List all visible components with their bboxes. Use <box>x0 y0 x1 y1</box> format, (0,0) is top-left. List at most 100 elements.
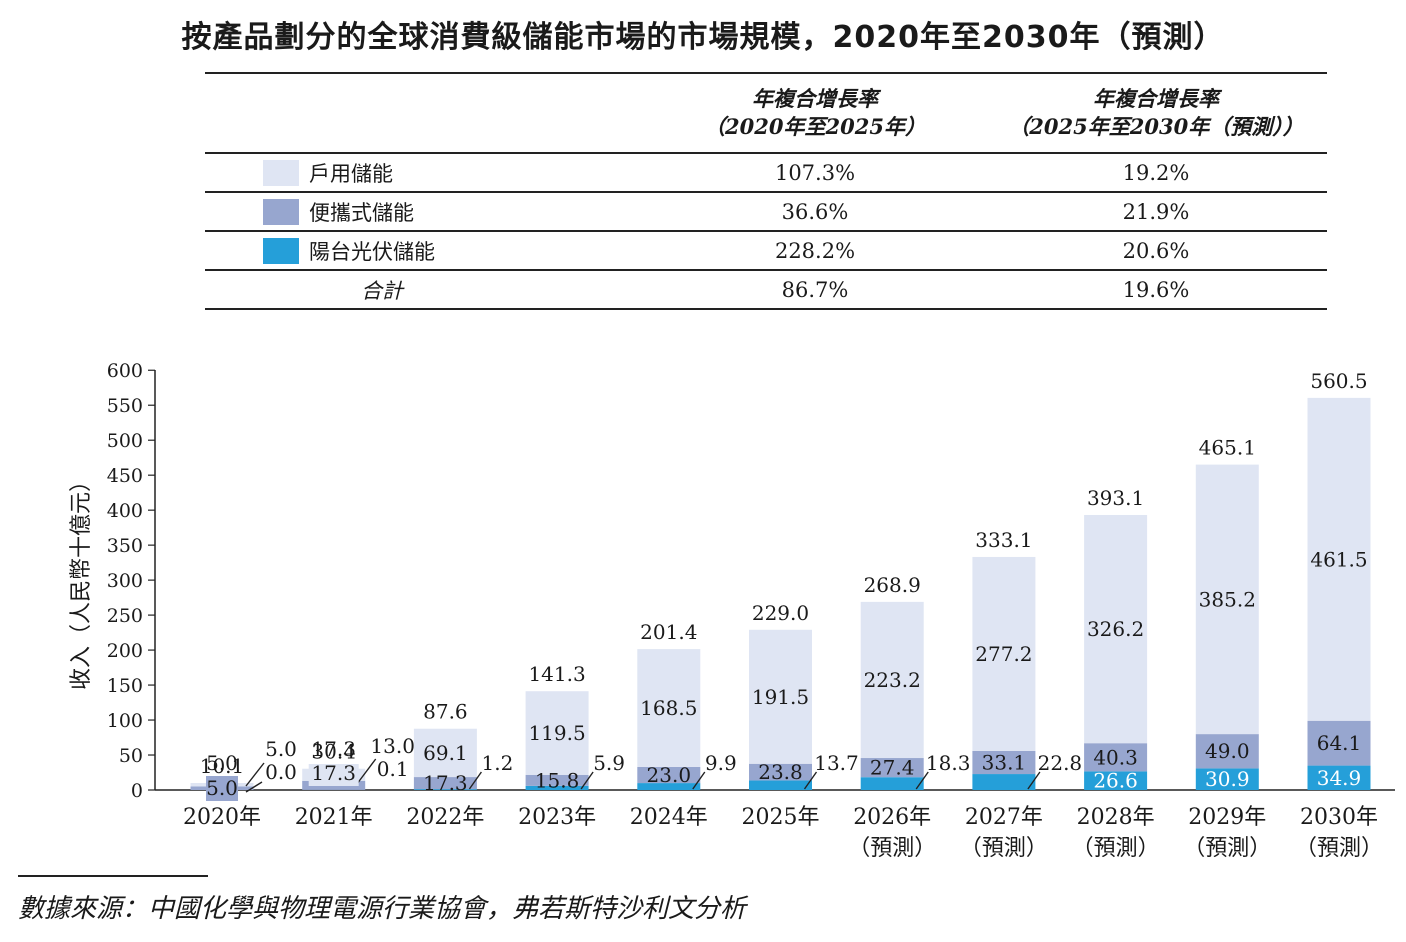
balcony-value-label: 22.8 <box>1038 751 1083 775</box>
total-label: 393.1 <box>1087 486 1144 510</box>
callout-leader <box>1027 771 1041 790</box>
chart-title: 按產品劃分的全球消費級儲能市場的市場規模，2020年至2030年（預測） <box>181 20 1225 55</box>
callout-leader <box>468 771 482 790</box>
portable-value-label: 23.8 <box>758 760 803 784</box>
x-tick-label: 2030年 <box>1300 805 1378 830</box>
total-label: 201.4 <box>640 620 697 644</box>
header-cagr-2025-2030: 年複合增長率 （2025年至2030年（預測）） <box>985 72 1327 154</box>
household-value-label: 69.1 <box>423 741 468 765</box>
bar-segment-household <box>525 691 589 775</box>
y-tick-label: 400 <box>107 500 143 522</box>
x-tick-label: （預測） <box>960 836 1048 861</box>
portable-value-label: 5.0 <box>206 776 238 800</box>
bar-segment-balcony <box>637 783 701 790</box>
y-tick-label: 450 <box>107 465 143 487</box>
portable-value-label: 33.1 <box>982 750 1027 774</box>
balcony-value-label: 5.9 <box>593 751 625 775</box>
total-label: 10.1 <box>200 754 245 778</box>
total-label-cell: 合計 <box>205 270 645 310</box>
y-tick-label: 150 <box>107 675 143 697</box>
portable-value-label: 49.0 <box>1205 739 1250 763</box>
y-tick-label: 250 <box>107 605 143 627</box>
y-tick-label: 0 <box>131 780 143 802</box>
header-line1: 年複合增長率 <box>752 86 878 111</box>
header-line2: （2020年至2025年） <box>704 114 926 139</box>
header-line1: 年複合增長率 <box>1093 86 1219 111</box>
total-label: 229.0 <box>752 601 809 625</box>
bar-segment-household <box>749 629 812 764</box>
portable-value-label: 23.0 <box>647 763 692 787</box>
x-tick-label: 2024年 <box>630 805 708 830</box>
balcony-value-label: 13.7 <box>814 751 859 775</box>
table-row: 便攜式儲能 36.6% 21.9% <box>205 192 1327 232</box>
bar-segment-balcony <box>1195 768 1259 790</box>
x-tick-label: 2029年 <box>1188 805 1266 830</box>
x-tick-label: 2027年 <box>965 805 1043 830</box>
y-tick-label: 600 <box>107 360 143 382</box>
y-tick-label: 100 <box>107 710 143 732</box>
bar-segment-household <box>413 728 477 778</box>
bar-segment-portable <box>1195 734 1259 769</box>
portable-value-label: 40.3 <box>1093 745 1138 769</box>
cagr-table: 年複合增長率 （2020年至2025年） 年複合增長率 （2025年至2030年… <box>205 72 1327 310</box>
table-cell: 228.2% <box>645 231 985 271</box>
source-divider <box>18 875 208 877</box>
balcony-value-label: 34.9 <box>1317 766 1362 790</box>
y-tick-label: 550 <box>107 395 143 417</box>
balcony-value-label: 1.2 <box>481 751 513 775</box>
bar-segment-balcony <box>749 780 812 790</box>
y-tick-label: 350 <box>107 535 143 557</box>
bar-segment-household <box>972 556 1036 751</box>
callout-leader <box>245 781 263 793</box>
y-tick-label: 50 <box>119 745 143 767</box>
table-row: 戶用儲能 107.3% 19.2% <box>205 153 1327 193</box>
total-label: 合計 <box>361 278 403 303</box>
legend-label-household: 戶用儲能 <box>309 161 393 186</box>
total-label: 560.5 <box>1310 369 1367 393</box>
balcony-value-label: 0.0 <box>265 760 297 784</box>
total-label: 333.1 <box>975 528 1032 552</box>
household-value-label: 5.0 <box>206 751 238 775</box>
portable-value-label: 17.3 <box>423 771 468 795</box>
legend-swatch-household <box>263 159 299 186</box>
household-value-label: 223.2 <box>864 668 921 692</box>
bar-segment-portable <box>525 774 589 786</box>
x-tick-label: 2025年 <box>742 805 820 830</box>
x-tick-label: （預測） <box>848 836 936 861</box>
bar-segment-balcony <box>525 785 589 790</box>
total-label: 30.4 <box>311 740 356 764</box>
table-cell: 36.6% <box>645 192 985 232</box>
bar-segment-portable <box>860 758 924 778</box>
table-cell: 19.6% <box>985 270 1327 310</box>
callout-leader <box>803 771 818 790</box>
bar-segment-balcony <box>972 774 1036 790</box>
portable-callout-label: 13.0 <box>370 734 415 758</box>
table-cell: 107.3% <box>645 153 985 193</box>
source-note: 數據來源：中國化學與物理電源行業協會，弗若斯特沙利文分析 <box>18 894 747 924</box>
x-tick-label: （預測） <box>1072 836 1160 861</box>
bar-segment-household <box>1195 464 1259 735</box>
total-label: 268.9 <box>864 573 921 597</box>
x-tick-label: （預測） <box>1295 836 1383 861</box>
row-label-cell: 陽台光伏儲能 <box>205 231 645 271</box>
household-value-label: 385.2 <box>1199 587 1256 611</box>
bar-segment-portable <box>1084 743 1148 772</box>
x-tick-label: 2023年 <box>518 805 596 830</box>
household-value-label: 461.5 <box>1310 547 1367 571</box>
bar-segment-portable <box>637 766 701 784</box>
callout-leader <box>692 771 706 790</box>
legend-label-portable: 便攜式儲能 <box>309 200 414 225</box>
x-tick-label: 2026年 <box>853 805 931 830</box>
table-cell: 20.6% <box>985 231 1327 271</box>
bar-segment-portable <box>972 750 1036 775</box>
row-label-cell: 戶用儲能 <box>205 153 645 193</box>
portable-value-label: 15.8 <box>535 768 580 792</box>
header-cagr-2020-2025: 年複合增長率 （2020年至2025年） <box>645 72 985 154</box>
bar-segment-household <box>860 601 924 759</box>
x-tick-label: 2028年 <box>1077 805 1155 830</box>
callout-leader <box>915 771 929 790</box>
y-axis-title: 收入（人民幣十億元） <box>69 470 94 690</box>
bar-segment-portable <box>1307 720 1371 766</box>
portable-label-bg <box>308 764 359 786</box>
legend-label-balcony: 陽台光伏儲能 <box>309 239 435 264</box>
